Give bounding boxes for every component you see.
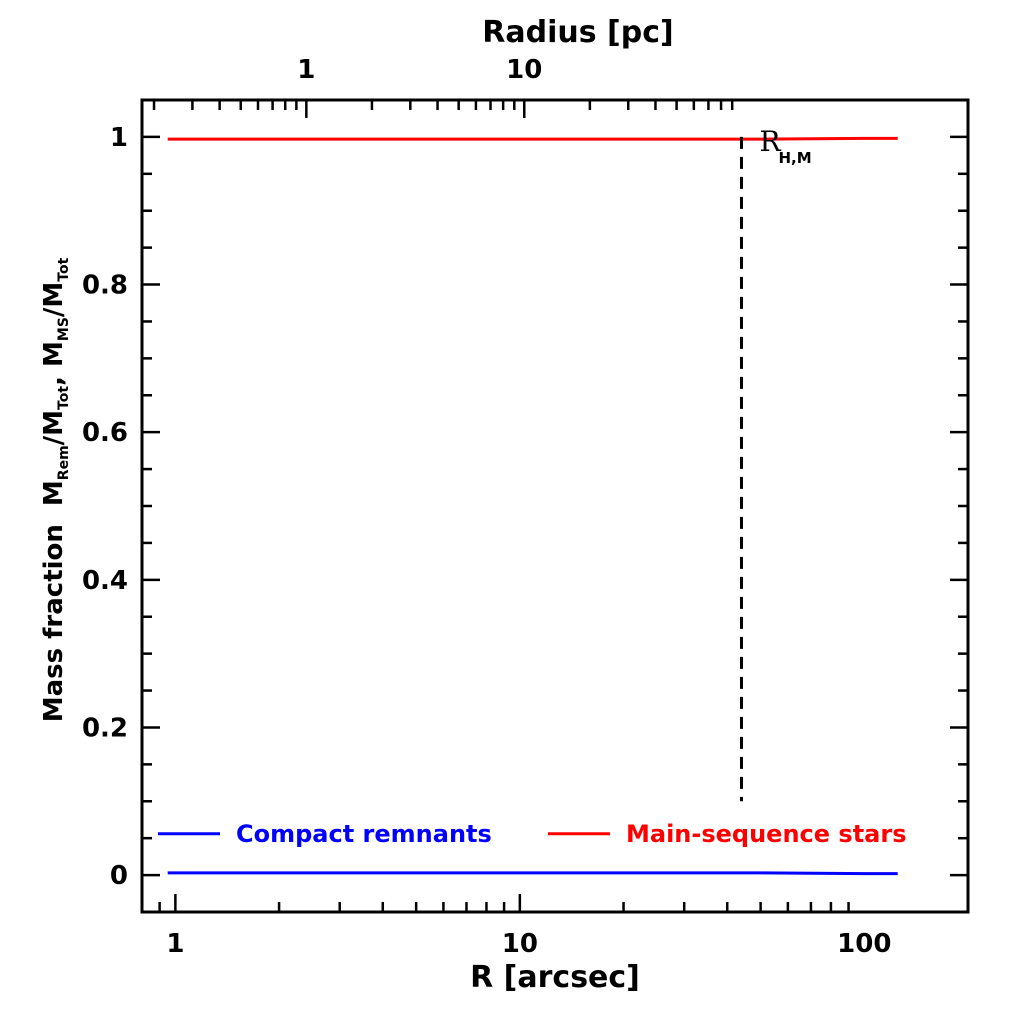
annotation-subscript: H,M	[778, 149, 811, 167]
x2-axis-title: Radius [pc]	[482, 15, 673, 50]
x-tick-label: 100	[837, 929, 891, 959]
y-tick-label: 0.4	[82, 566, 128, 596]
text-layer: R [arcsec] Radius [pc] Mass fractionMRem…	[39, 15, 906, 995]
y-tick-label: 0.8	[82, 271, 128, 301]
x2-tick-label: 1	[297, 55, 315, 85]
y-tick-label: 1	[110, 123, 128, 153]
annotation-label: R	[759, 125, 781, 158]
plot-frame-layer	[140, 98, 970, 914]
series-layer	[158, 136, 898, 876]
legend-label-main-sequence-stars: Main-sequence stars	[626, 820, 906, 848]
legend-label-compact-remnants: Compact remnants	[236, 820, 492, 848]
y-tick-label: 0	[110, 861, 128, 891]
x2-tick-label: 10	[506, 55, 542, 85]
y-axis-title: Mass fractionMRem/MTot, MMS/MTot	[39, 257, 72, 722]
series-line-main-sequence-stars	[167, 136, 898, 141]
y-tick-label: 0.6	[82, 418, 128, 448]
x-tick-label: 10	[502, 929, 538, 959]
y-axis-title-main: Mass fraction	[39, 524, 69, 722]
x-axis-title: R [arcsec]	[470, 960, 640, 995]
x-tick-label: 1	[166, 929, 184, 959]
svg-text:Mass fractionMRem/MTot, MMS/M: Mass fractionMRem/MTot, MMS/MTot	[39, 257, 72, 722]
series-line-compact-remnants	[167, 871, 898, 876]
y-tick-label: 0.2	[82, 713, 128, 743]
plot-frame	[140, 98, 970, 914]
